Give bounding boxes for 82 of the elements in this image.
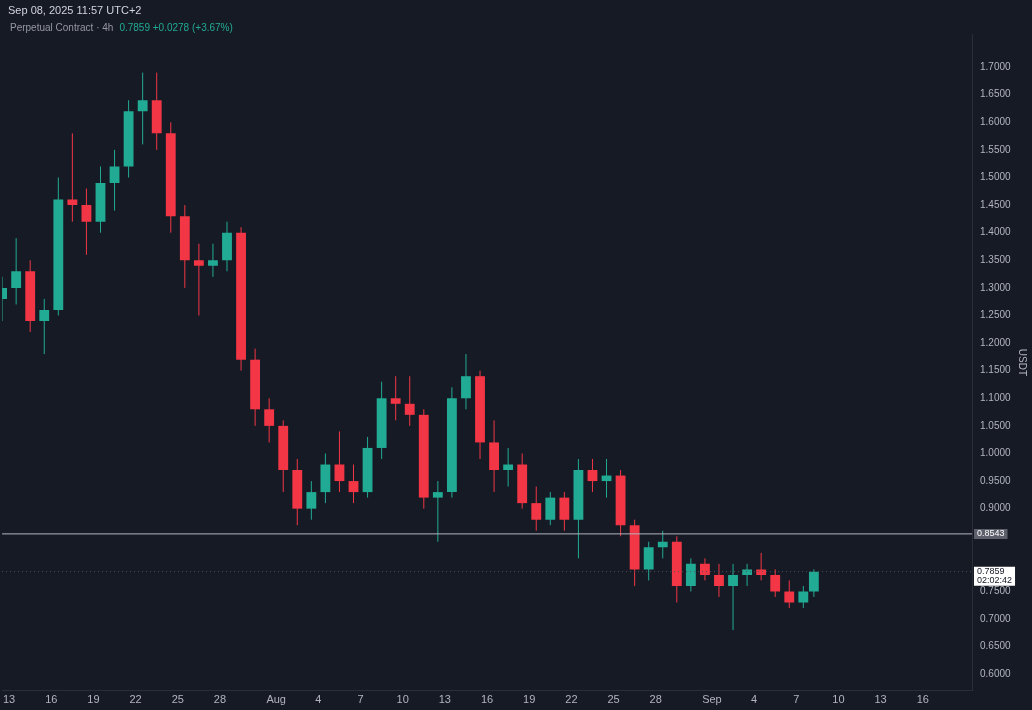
- chart-subtitle: 0.7859 +0.0278 (+3.67%): [119, 22, 233, 33]
- candlestick: [559, 491, 570, 532]
- candlestick: [404, 375, 415, 427]
- candlestick: [67, 132, 78, 223]
- x-tick-label: 7: [357, 693, 364, 706]
- candlestick: [137, 72, 148, 145]
- chart-title: Perpetual Contract · 4h: [10, 22, 114, 33]
- candlestick: [390, 375, 401, 421]
- text: Sep 08, 2025 11:57 UTC+2: [8, 4, 142, 16]
- y-tick-label: 1.4500: [980, 198, 1012, 210]
- x-tick-label: 28: [649, 693, 662, 706]
- candlestick: [264, 397, 275, 443]
- candlestick: [208, 243, 218, 278]
- candlestick: [808, 568, 819, 598]
- y-tick-label: 0.9500: [980, 474, 1012, 486]
- y-tick-label: 1.2000: [980, 336, 1012, 348]
- y-tick-label: 1.5000: [980, 171, 1012, 183]
- y-tick-label: 0.6000: [980, 667, 1012, 679]
- candlestick: [461, 353, 471, 410]
- x-tick-label: 7: [793, 693, 800, 706]
- x-tick-label: 19: [87, 693, 100, 706]
- x-tick-label: 16: [45, 693, 58, 706]
- candlestick: [756, 552, 767, 581]
- x-tick-label: 4: [315, 693, 322, 706]
- y-tick-label: 1.5500: [980, 143, 1012, 155]
- y-tick-label: 0.6500: [980, 640, 1012, 652]
- x-tick-label: 22: [129, 693, 142, 706]
- x-tick-label: 28: [213, 693, 227, 706]
- x-tick-label: Sep: [702, 693, 722, 706]
- x-tick-label: 4: [751, 693, 758, 706]
- ref-line-label: 0.8543: [977, 528, 1005, 539]
- x-tick-label: 16: [916, 693, 929, 706]
- y-tick-label: 0.7000: [980, 612, 1012, 624]
- x-tick-label: 13: [438, 693, 451, 706]
- x-tick-label: 10: [396, 693, 409, 706]
- y-tick-label: 1.0000: [980, 447, 1012, 459]
- ref-line-label: 0.7859: [977, 566, 1005, 577]
- candlestick: [770, 568, 781, 598]
- x-tick-label: Aug: [266, 693, 286, 706]
- candlestick: [784, 579, 795, 609]
- candlestick: [545, 491, 556, 526]
- candlestick: [728, 563, 738, 631]
- y-tick-label: 1.3000: [980, 281, 1012, 293]
- y-tick-label: 1.0500: [980, 419, 1012, 431]
- y-tick-label: 0.9000: [980, 502, 1012, 514]
- y-tick-label: 1.6500: [980, 88, 1012, 100]
- candlestick: [109, 149, 120, 212]
- candlestick: [798, 585, 809, 609]
- x-tick-label: 13: [874, 693, 887, 706]
- candlestick: [643, 541, 654, 581]
- y-tick-label: 1.6000: [980, 116, 1012, 128]
- candlestick: [685, 557, 696, 592]
- candlestick: [81, 188, 92, 256]
- y-tick-label: 0.7500: [980, 585, 1012, 597]
- y-tick-label: 1.2500: [980, 309, 1012, 321]
- x-tick-label: 22: [565, 693, 578, 706]
- candlestick: [742, 563, 753, 587]
- x-tick-label: 25: [171, 693, 184, 706]
- x-tick-label: 10: [832, 693, 845, 706]
- y-tick-label: 1.1500: [980, 364, 1012, 376]
- candlestick: [39, 298, 50, 355]
- candlestick: [306, 480, 317, 521]
- candlestick: [432, 480, 443, 543]
- candlestick: [193, 243, 204, 316]
- x-tick-label: 25: [607, 693, 620, 706]
- y-axis-title: USDT: [1017, 348, 1029, 377]
- candlestick: [700, 557, 710, 581]
- y-tick-label: 1.4000: [980, 226, 1012, 238]
- y-tick-label: 1.3500: [980, 254, 1012, 266]
- y-tick-label: 1.1000: [980, 392, 1012, 404]
- candlestick: [714, 563, 724, 598]
- x-tick-label: 16: [480, 693, 494, 706]
- candlestick: [657, 530, 668, 559]
- candlestick: [587, 458, 598, 493]
- x-tick-label: 13: [2, 693, 16, 706]
- candlestick: [11, 237, 22, 305]
- text: 02:02:42: [977, 575, 1013, 586]
- x-tick-label: 19: [523, 693, 536, 706]
- candlestick: [348, 464, 359, 504]
- candlestick: [531, 486, 542, 532]
- y-tick-label: 1.7000: [980, 60, 1012, 72]
- candlestick: [503, 447, 514, 488]
